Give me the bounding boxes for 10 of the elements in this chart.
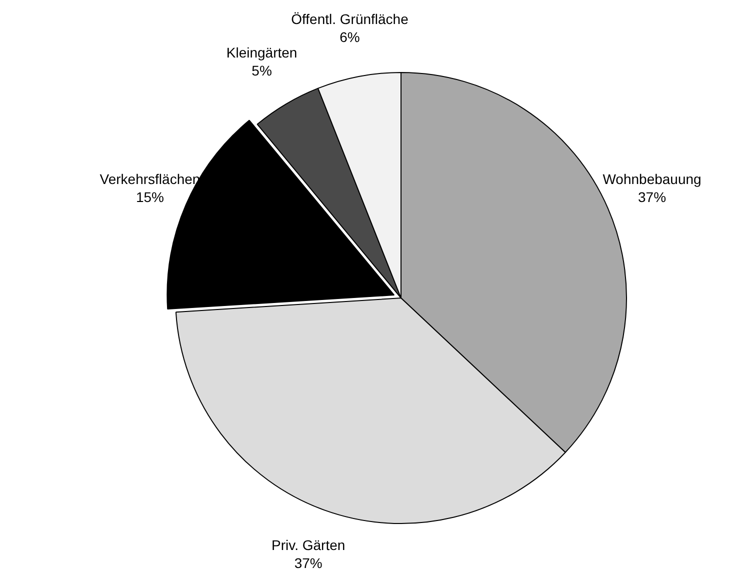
slice-label: Priv. Gärten [272, 537, 346, 554]
slice-label: Öffentl. Grünfläche [291, 11, 409, 28]
data-label: 5% [252, 62, 272, 78]
data-label: 37% [294, 555, 322, 572]
slice-label: Verkehrsflächen [100, 171, 200, 188]
data-label: 37% [638, 189, 666, 206]
slice-label: Kleingärten [226, 44, 298, 60]
slice-label: Wohnbebauung [602, 171, 702, 188]
data-label: 15% [136, 189, 164, 206]
data-label: 6% [340, 29, 360, 46]
